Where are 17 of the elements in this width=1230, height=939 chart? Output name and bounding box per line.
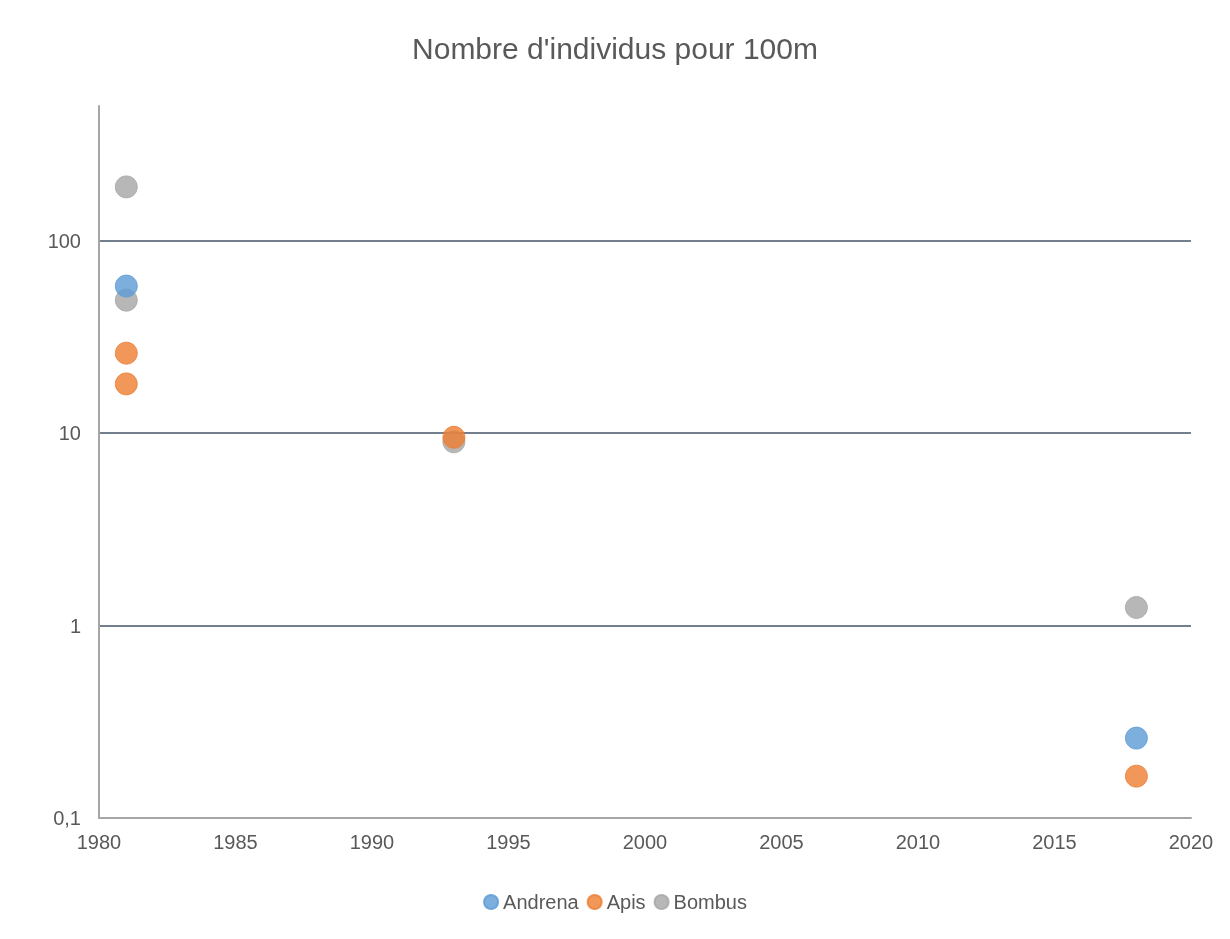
x-tick-label: 2000: [622, 831, 668, 853]
x-tick-label: 1990: [349, 831, 395, 853]
y-tick-label: 1: [69, 614, 81, 637]
legend-label: Bombus: [673, 891, 747, 913]
x-tick-label: 2015: [1032, 831, 1077, 853]
x-tick-label: 2010: [895, 831, 941, 853]
x-tick-label: 1995: [486, 831, 531, 853]
legend-label: Apis: [606, 891, 646, 913]
y-tick-label: 10: [58, 422, 81, 445]
y-tick-label: 0,1: [53, 807, 81, 829]
y-tick-label: 100: [47, 229, 81, 252]
x-tick-label: 1985: [213, 831, 258, 853]
x-tick-label: 2020: [1168, 831, 1214, 853]
x-tick-label: 1980: [76, 831, 122, 853]
chart-title: Nombre d'individus pour 100m: [412, 31, 818, 65]
x-tick-label: 2005: [759, 831, 804, 853]
legend-label: Andrena: [503, 891, 580, 913]
